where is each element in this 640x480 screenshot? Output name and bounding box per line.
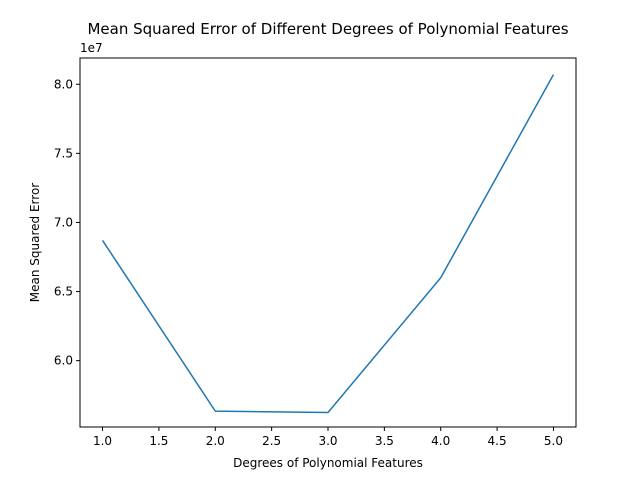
- y-tick-label: 7.5: [54, 146, 73, 160]
- chart-title: Mean Squared Error of Different Degrees …: [87, 20, 568, 38]
- x-tick-label: 3.0: [318, 434, 337, 448]
- y-axis: 6.0 6.5 7.0 7.5 8.0: [54, 77, 80, 368]
- series-line: [101, 74, 555, 414]
- plot-area: [79, 57, 577, 428]
- x-tick-label: 5.0: [544, 434, 563, 448]
- x-axis-label: Degrees of Polynomial Features: [233, 456, 423, 470]
- x-tick-label: 3.5: [375, 434, 394, 448]
- x-tick-label: 1.0: [93, 434, 112, 448]
- series-layer: [101, 74, 555, 414]
- y-axis-label: Mean Squared Error: [28, 183, 42, 303]
- y-tick-label: 7.0: [54, 215, 73, 229]
- y-offset-label: 1e7: [80, 41, 103, 55]
- axes-frame: [79, 57, 577, 428]
- y-tick-label: 8.0: [54, 77, 73, 91]
- x-tick-label: 4.0: [431, 434, 450, 448]
- y-tick-label: 6.0: [54, 354, 73, 368]
- x-tick-label: 2.5: [262, 434, 281, 448]
- x-tick-label: 4.5: [488, 434, 507, 448]
- y-tick-label: 6.5: [54, 285, 73, 299]
- x-tick-label: 1.5: [149, 434, 168, 448]
- x-tick-label: 2.0: [206, 434, 225, 448]
- x-axis: 1.0 1.5 2.0 2.5 3.0 3.5 4.0 4.5 5.0: [93, 427, 563, 448]
